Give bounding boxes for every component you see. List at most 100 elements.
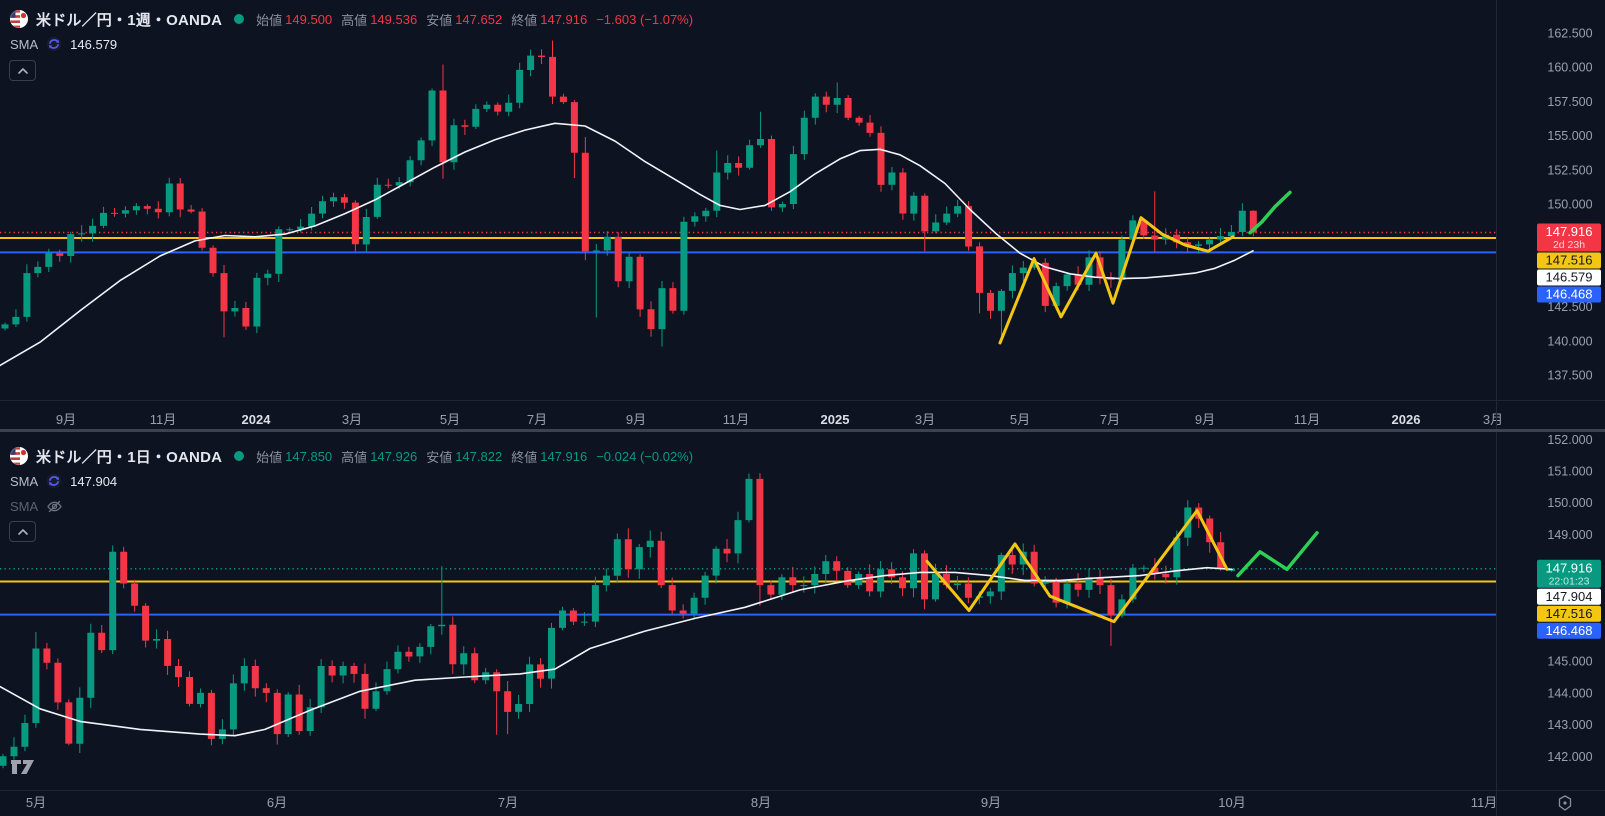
- daily-price-tick: 143.000: [1547, 718, 1592, 732]
- svg-text:147.516: 147.516: [1546, 253, 1593, 268]
- daily-collapse-button[interactable]: [9, 521, 36, 542]
- daily-pane[interactable]: [0, 473, 1496, 769]
- svg-text:2d 23h: 2d 23h: [1553, 239, 1585, 251]
- open-label: 始値: [256, 12, 283, 28]
- weekly-pane[interactable]: [0, 40, 1496, 367]
- pane-divider[interactable]: [0, 429, 1605, 432]
- daily-green-projection-drawing[interactable]: [1236, 531, 1319, 578]
- weekly-time-label: 5月: [1010, 412, 1030, 427]
- change-value: −0.024 (−0.02%): [596, 448, 694, 464]
- high-label: 高値: [341, 12, 368, 28]
- weekly-symbol-title[interactable]: 米ドル／円・1週・OANDA: [36, 11, 223, 29]
- weekly-time-label: 11月: [1294, 412, 1321, 427]
- weekly-green-projection-drawing[interactable]: [1248, 190, 1292, 235]
- tradingview-logo[interactable]: [10, 757, 42, 777]
- weekly-price-tick: 162.500: [1547, 27, 1592, 41]
- sma-value: 146.579: [70, 36, 118, 52]
- daily-price-badge: 147.904: [1537, 588, 1601, 605]
- daily-symbol-title[interactable]: 米ドル／円・1日・OANDA: [36, 448, 223, 466]
- weekly-time-label: 2025: [821, 412, 850, 427]
- daily-price-tick: 142.000: [1547, 750, 1592, 764]
- low-label: 安値: [426, 12, 453, 28]
- weekly-price-tick: 155.000: [1547, 129, 1592, 143]
- sma-label: SMA: [10, 473, 39, 489]
- weekly-time-label: 2026: [1392, 412, 1421, 427]
- daily-time-label: 11月: [1471, 795, 1498, 810]
- daily-sma2-row-hidden[interactable]: SMA: [10, 496, 62, 516]
- weekly-price-badge: 146.579: [1537, 269, 1601, 286]
- low-label: 安値: [426, 449, 453, 465]
- weekly-time-label: 7月: [527, 412, 547, 427]
- daily-time-label: 8月: [751, 795, 771, 810]
- svg-text:22:01:23: 22:01:23: [1549, 575, 1590, 587]
- sma-value: 147.904: [70, 473, 118, 489]
- open-label: 始値: [256, 449, 283, 465]
- daily-price-tick: 144.000: [1547, 686, 1592, 700]
- weekly-time-label: 3月: [342, 412, 362, 427]
- close-label: 終値: [511, 12, 538, 28]
- svg-text:146.468: 146.468: [1546, 287, 1593, 302]
- weekly-price-tick: 157.500: [1547, 95, 1592, 109]
- weekly-price-tick: 150.000: [1547, 198, 1592, 212]
- close-label: 終値: [511, 449, 538, 465]
- chevron-up-icon: [17, 528, 28, 535]
- daily-candles: [0, 473, 1236, 769]
- high-value: 147.926: [370, 448, 418, 464]
- weekly-weekly-sma-line: [0, 122, 1254, 367]
- open-value: 149.500: [285, 11, 333, 27]
- weekly-candles: [1, 40, 1257, 347]
- weekly-header: 米ドル／円・1週・OANDA 始値 149.500 高値 149.536 安値 147…: [10, 8, 702, 30]
- weekly-time-label: 11月: [723, 412, 750, 427]
- svg-text:146.579: 146.579: [1546, 270, 1593, 285]
- daily-time-label: 6月: [267, 795, 287, 810]
- weekly-price-tick: 142.500: [1547, 300, 1592, 314]
- daily-time-scale[interactable]: [0, 789, 1496, 816]
- weekly-yellow-zigzag-drawing[interactable]: [998, 216, 1235, 345]
- sma-label: SMA: [10, 36, 39, 52]
- svg-text:147.916: 147.916: [1546, 560, 1593, 575]
- scale-settings-gear-icon[interactable]: [1556, 794, 1574, 812]
- daily-price-badge: 147.91622:01:23: [1537, 559, 1601, 588]
- high-label: 高値: [341, 449, 368, 465]
- usdjpy-flag-icon: [10, 10, 28, 28]
- daily-price-tick: 150.000: [1547, 496, 1592, 510]
- svg-text:147.516: 147.516: [1546, 606, 1593, 621]
- sma-sync-icon[interactable]: [46, 473, 62, 489]
- eye-slash-icon[interactable]: [46, 498, 62, 514]
- price-scale-border: [1496, 0, 1497, 816]
- daily-price-tick: 145.000: [1547, 655, 1592, 669]
- daily-price-badge: 146.468: [1537, 622, 1601, 639]
- weekly-time-label: 3月: [1483, 412, 1503, 427]
- svg-text:147.904: 147.904: [1546, 589, 1593, 604]
- weekly-time-label: 2024: [242, 412, 272, 427]
- daily-time-label: 7月: [498, 795, 518, 810]
- weekly-collapse-button[interactable]: [9, 60, 36, 81]
- chevron-up-icon: [17, 67, 28, 74]
- market-status-dot: [234, 451, 245, 461]
- weekly-price-tick: 152.500: [1547, 163, 1592, 177]
- daily-ohlc: 始値 147.850 高値 147.926 安値 147.822 終値 147.916 …: [256, 447, 702, 466]
- sma-sync-icon[interactable]: [46, 36, 62, 52]
- weekly-price-tick: 137.500: [1547, 369, 1592, 383]
- close-value: 147.916: [540, 11, 588, 27]
- daily-time-label: 5月: [26, 795, 46, 810]
- change-value: −1.603 (−1.07%): [596, 11, 694, 27]
- weekly-sma-row[interactable]: SMA 146.579: [10, 34, 117, 54]
- low-value: 147.822: [455, 448, 503, 464]
- weekly-price-badge: 147.516: [1537, 252, 1601, 269]
- daily-price-tick: 151.000: [1547, 465, 1592, 479]
- daily-daily-sma-line: [0, 566, 1233, 737]
- low-value: 147.652: [455, 11, 503, 27]
- daily-sma-row[interactable]: SMA 147.904: [10, 471, 117, 491]
- svg-text:147.916: 147.916: [1546, 224, 1593, 239]
- daily-time-label: 9月: [981, 795, 1001, 810]
- weekly-time-label: 9月: [1195, 412, 1215, 427]
- price-scale[interactable]: [1496, 0, 1605, 816]
- daily-yellow-zigzag-drawing[interactable]: [925, 509, 1229, 624]
- usdjpy-flag-icon: [10, 447, 28, 465]
- daily-price-badge: 147.516: [1537, 605, 1601, 622]
- daily-price-tick: 152.000: [1547, 433, 1592, 447]
- weekly-time-label: 9月: [56, 412, 76, 427]
